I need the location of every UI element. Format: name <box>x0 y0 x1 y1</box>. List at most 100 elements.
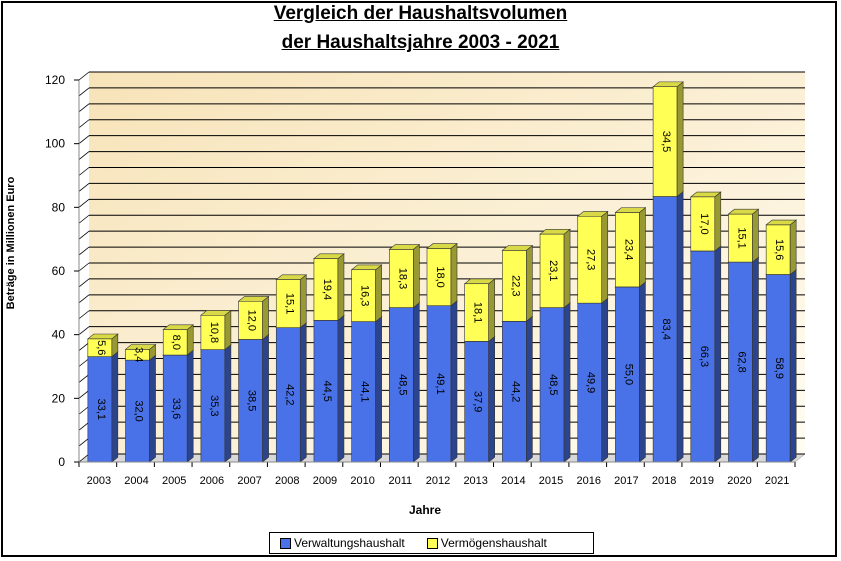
bar-verwaltungshaushalt-front <box>502 320 527 463</box>
bar-verwaltungshaushalt-side <box>714 245 722 463</box>
bar-vermoegenshaushalt-front <box>615 212 640 288</box>
x-axis-label: Jahre <box>409 503 441 517</box>
gridline-depth <box>78 421 90 431</box>
bar-verwaltungshaushalt-front <box>652 196 678 463</box>
x-tick-label: 2008 <box>275 475 299 487</box>
bar-vermoegenshaushalt-side <box>450 242 458 307</box>
data-label-verwaltungshaushalt: 58,9 <box>773 358 785 379</box>
bar-verwaltungshaushalt-front <box>351 321 376 463</box>
data-label-verwaltungshaushalt: 49,1 <box>434 373 446 394</box>
data-label-verwaltungshaushalt: 49,9 <box>585 372 597 393</box>
bar-vermoegenshaushalt-top <box>765 219 798 226</box>
bar-vermoegenshaushalt-front <box>426 248 452 306</box>
gridline-depth <box>78 199 90 208</box>
y-tick-label: 60 <box>52 264 66 278</box>
data-label-verwaltungshaushalt: 44,2 <box>509 381 521 402</box>
gridline-depth <box>78 278 90 288</box>
bar-vermoegenshaushalt-side <box>337 253 345 321</box>
gridline-depth <box>78 342 90 351</box>
bar-verwaltungshaushalt-front <box>615 286 640 463</box>
gridline-depth <box>78 390 90 399</box>
bar-verwaltungshaushalt-side <box>375 316 382 463</box>
bar-vermoegenshaushalt-side <box>224 309 232 351</box>
bar-vermoegenshaushalt-side <box>752 208 759 263</box>
data-label-vermoegenshaushalt: 5,6 <box>95 340 107 355</box>
y-tick-label: 120 <box>45 73 65 87</box>
bar-vermoegenshaushalt-top <box>727 208 760 215</box>
x-tick-label: 2011 <box>388 475 412 487</box>
x-tick-label: 2005 <box>162 475 186 487</box>
data-label-verwaltungshaushalt: 62,8 <box>735 351 747 372</box>
data-label-vermoegenshaushalt: 23,4 <box>622 239 634 260</box>
x-tick-label: 2009 <box>313 475 337 487</box>
bar-verwaltungshaushalt-side <box>488 335 495 463</box>
bar-verwaltungshaushalt-side <box>789 269 797 463</box>
bar-vermoegenshaushalt-top <box>200 310 232 316</box>
gridline-depth <box>78 246 90 256</box>
gridline-depth <box>78 119 90 129</box>
bar-vermoegenshaushalt-side <box>299 274 307 329</box>
gridline-depth <box>78 453 90 463</box>
data-label-vermoegenshaushalt: 15,1 <box>735 227 747 248</box>
bar-verwaltungshaushalt-side <box>563 302 571 463</box>
data-label-vermoegenshaushalt: 18,1 <box>472 302 484 323</box>
bar-vermoegenshaushalt-top <box>237 296 270 302</box>
gridline-depth <box>78 135 90 144</box>
bar-vermoegenshaushalt-top <box>162 324 195 330</box>
legend: Verwaltungshaushalt Vermögenshaushalt <box>269 532 594 554</box>
bar-verwaltungshaushalt-side <box>676 191 684 463</box>
data-label-vermoegenshaushalt: 16,3 <box>359 285 371 306</box>
data-label-verwaltungshaushalt: 48,5 <box>396 374 408 395</box>
data-label-verwaltungshaushalt: 55,0 <box>622 364 634 385</box>
bar-vermoegenshaushalt-side <box>789 219 797 276</box>
gridline-depth <box>78 294 90 304</box>
bar-verwaltungshaushalt-side <box>450 300 458 463</box>
x-tick-label: 2006 <box>200 475 224 487</box>
gridline-depth <box>78 151 90 160</box>
data-label-verwaltungshaushalt: 48,5 <box>547 374 559 395</box>
bar-vermoegenshaushalt-top <box>124 344 157 350</box>
x-tick-label: 2004 <box>124 475 148 487</box>
bar-verwaltungshaushalt-side <box>601 297 609 463</box>
data-label-verwaltungshaushalt: 42,2 <box>283 384 295 405</box>
bar-verwaltungshaushalt-front <box>162 354 188 463</box>
bar-vermoegenshaushalt-side <box>262 295 269 341</box>
bar-verwaltungshaushalt-side <box>526 315 533 463</box>
x-tick-label: 2016 <box>576 475 600 487</box>
legend-label: Verwaltungshaushalt <box>294 536 405 550</box>
bar-verwaltungshaushalt-side <box>262 334 269 463</box>
data-label-verwaltungshaushalt: 33,6 <box>170 398 182 419</box>
data-label-vermoegenshaushalt: 12,0 <box>246 310 258 331</box>
bar-verwaltungshaushalt-front <box>238 339 263 463</box>
bar-vermoegenshaushalt-side <box>413 243 420 309</box>
chart-title-line-1: Vergleich der Haushaltsvolumen <box>273 3 568 24</box>
data-label-vermoegenshaushalt: 15,1 <box>283 293 295 314</box>
gridline-depth <box>78 326 90 335</box>
y-tick-label: 80 <box>52 200 66 214</box>
x-tick-label: 2012 <box>426 475 450 487</box>
x-tick-label: 2007 <box>237 475 261 487</box>
gridline-depth <box>78 214 90 224</box>
bar-vermoegenshaushalt-top <box>426 243 458 249</box>
data-label-verwaltungshaushalt: 37,9 <box>472 391 484 412</box>
data-label-vermoegenshaushalt: 19,4 <box>321 279 333 300</box>
bar-vermoegenshaushalt-top <box>86 333 119 340</box>
data-label-verwaltungshaushalt: 33,1 <box>95 399 107 420</box>
data-label-verwaltungshaushalt: 35,3 <box>208 395 220 416</box>
data-label-vermoegenshaushalt: 10,8 <box>208 322 220 343</box>
gridline-depth <box>78 310 90 320</box>
data-label-vermoegenshaushalt: 18,3 <box>396 268 408 289</box>
gridline-depth <box>78 183 90 192</box>
bar-verwaltungshaushalt-side <box>299 322 307 463</box>
bar-verwaltungshaushalt-front <box>313 320 339 463</box>
bar-vermoegenshaushalt-top <box>275 274 308 280</box>
bar-verwaltungshaushalt-side <box>337 314 345 463</box>
x-tick-label: 2010 <box>350 475 374 487</box>
data-label-verwaltungshaushalt: 44,5 <box>321 380 333 401</box>
bar-vermoegenshaushalt-front <box>389 249 414 308</box>
data-label-vermoegenshaushalt: 8,0 <box>170 335 182 350</box>
x-tick-label: 2013 <box>463 475 487 487</box>
data-label-verwaltungshaushalt: 44,1 <box>359 381 371 402</box>
data-label-vermoegenshaushalt: 15,6 <box>773 239 785 260</box>
x-tick-label: 2018 <box>652 475 676 487</box>
